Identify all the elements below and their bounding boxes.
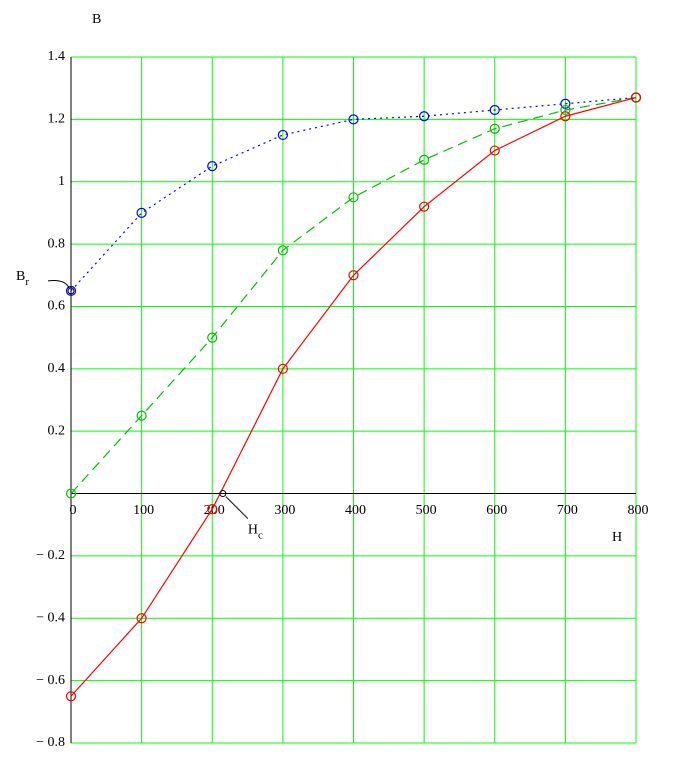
data-point [136, 410, 147, 421]
series-line [70, 96, 637, 494]
y-tick-label: 1.4 [48, 49, 66, 64]
data-point [419, 201, 430, 212]
data-point [65, 285, 77, 296]
x-tick-label: 300 [274, 503, 295, 518]
data-point [348, 114, 359, 125]
annotation-subscript: c [258, 529, 263, 541]
y-tick-label: − 0.2 [36, 548, 65, 563]
data-point [560, 98, 571, 109]
data-point [65, 691, 77, 702]
x-tick-label: 700 [557, 503, 578, 518]
x-tick-label: 800 [628, 503, 649, 518]
x-tick-label: 600 [486, 503, 507, 518]
annotation-point [219, 490, 227, 498]
x-axis-label: H [612, 530, 622, 545]
y-tick-label: 0.6 [48, 299, 66, 314]
data-point [560, 111, 571, 122]
annotation-text: H [248, 523, 258, 538]
y-axis-label: B [92, 12, 101, 27]
data-point [277, 363, 288, 374]
y-tick-label: − 0.6 [36, 673, 65, 688]
y-tick-label: 1.2 [48, 112, 66, 127]
x-tick-label: 500 [416, 503, 437, 518]
data-point [207, 161, 218, 172]
data-point [419, 111, 430, 122]
y-tick-label: 1 [58, 174, 65, 189]
data-point [65, 488, 77, 499]
x-tick-label: 100 [133, 503, 154, 518]
data-point [136, 207, 147, 219]
x-tick-label: 0 [70, 503, 77, 518]
y-tick-label: 0.4 [48, 361, 66, 376]
data-point [560, 104, 571, 116]
annotation: Br [16, 269, 29, 287]
annotation-leader [225, 496, 249, 519]
data-point [630, 92, 642, 103]
annotation-subscript: r [25, 275, 29, 287]
data-point [136, 613, 147, 624]
data-point [489, 123, 500, 134]
annotation-leader [47, 280, 70, 289]
series-line [70, 96, 637, 697]
data-point [419, 154, 430, 165]
x-tick-label: 400 [345, 503, 366, 518]
y-tick-label: − 0.8 [36, 735, 65, 750]
annotation: Hc [248, 523, 263, 541]
data-point [489, 104, 500, 116]
data-point [348, 192, 359, 203]
data-point [207, 504, 218, 515]
data-point [277, 245, 288, 256]
data-point [348, 270, 359, 281]
y-tick-label: 0.8 [48, 236, 66, 251]
series-line [70, 96, 637, 292]
y-tick-label: − 0.4 [36, 610, 65, 625]
annotation-text: B [16, 269, 25, 284]
annotation-point [67, 287, 75, 295]
data-point [207, 332, 218, 343]
data-point [489, 145, 500, 156]
data-point [277, 129, 288, 141]
y-tick-label: 0.2 [48, 423, 66, 438]
